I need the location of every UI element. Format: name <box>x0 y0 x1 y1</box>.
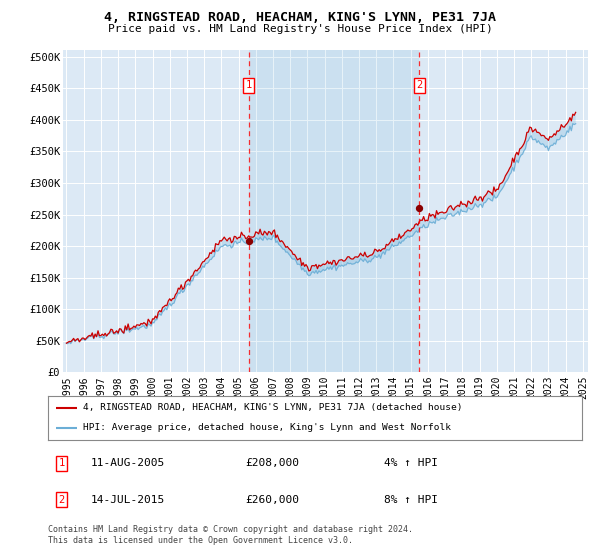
Text: 11-AUG-2005: 11-AUG-2005 <box>91 458 165 468</box>
Text: 1: 1 <box>58 458 64 468</box>
Text: £260,000: £260,000 <box>245 494 299 505</box>
Text: 4, RINGSTEAD ROAD, HEACHAM, KING'S LYNN, PE31 7JA (detached house): 4, RINGSTEAD ROAD, HEACHAM, KING'S LYNN,… <box>83 403 462 412</box>
Text: 14-JUL-2015: 14-JUL-2015 <box>91 494 165 505</box>
Text: 4% ↑ HPI: 4% ↑ HPI <box>385 458 439 468</box>
Text: 4, RINGSTEAD ROAD, HEACHAM, KING'S LYNN, PE31 7JA: 4, RINGSTEAD ROAD, HEACHAM, KING'S LYNN,… <box>104 11 496 24</box>
Text: Contains HM Land Registry data © Crown copyright and database right 2024.
This d: Contains HM Land Registry data © Crown c… <box>48 525 413 545</box>
Text: £208,000: £208,000 <box>245 458 299 468</box>
Point <box>415 204 424 213</box>
Text: Price paid vs. HM Land Registry's House Price Index (HPI): Price paid vs. HM Land Registry's House … <box>107 24 493 34</box>
Point <box>244 236 253 245</box>
Text: 8% ↑ HPI: 8% ↑ HPI <box>385 494 439 505</box>
Text: 1: 1 <box>245 80 251 90</box>
Text: 2: 2 <box>416 80 422 90</box>
Text: 2: 2 <box>58 494 64 505</box>
Text: HPI: Average price, detached house, King's Lynn and West Norfolk: HPI: Average price, detached house, King… <box>83 423 451 432</box>
